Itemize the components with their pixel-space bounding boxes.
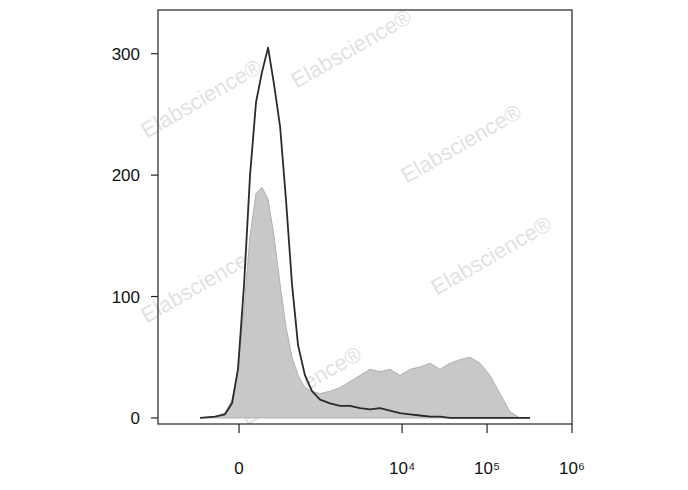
x-tick [571, 424, 572, 433]
watermark: Elabscience® [287, 4, 416, 93]
y-tick-label: 0 [131, 409, 140, 428]
y-tick-label: 300 [112, 45, 140, 64]
y-tick [151, 53, 158, 54]
watermark: Elabscience® [137, 54, 266, 143]
y-tick [151, 175, 158, 176]
x-tick-label: 10⁴ [389, 459, 415, 478]
x-tick-label: 10⁵ [474, 459, 500, 478]
histogram-line [200, 48, 530, 418]
histogram-area [200, 187, 530, 418]
x-tick [238, 424, 239, 433]
y-tick [151, 417, 158, 418]
plot-frame [158, 10, 572, 424]
watermark: Elabscience® [397, 99, 526, 188]
y-tick [151, 296, 158, 297]
watermark: Elabscience® [427, 211, 556, 300]
x-tick-label: 10⁶ [559, 459, 585, 478]
y-tick-label: 200 [112, 166, 140, 185]
y-tick-label: 100 [112, 288, 140, 307]
x-tick [401, 424, 402, 433]
x-tick [486, 424, 487, 433]
x-tick-label: 0 [234, 459, 243, 478]
chart: Elabscience®Elabscience®Elabscience®Elab… [0, 0, 688, 490]
plot-area [200, 48, 530, 418]
